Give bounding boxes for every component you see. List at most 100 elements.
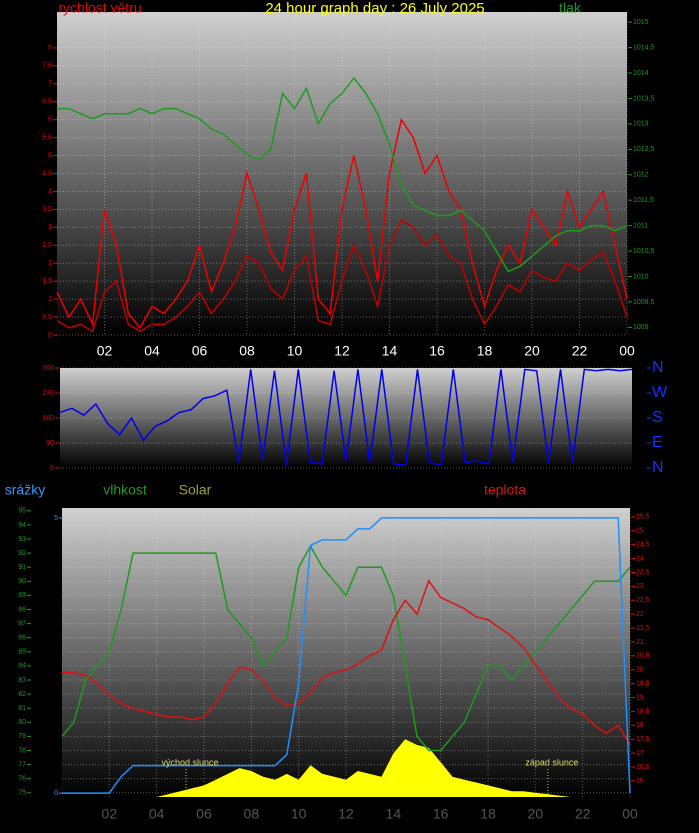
y-tick-label: 3 [48, 224, 52, 231]
y2-tick-label: W [652, 384, 668, 401]
y-tick-label: 4 [48, 188, 52, 195]
y-tick-label: 92 [18, 550, 26, 557]
y2-tick-label: 21 [636, 639, 644, 646]
y2-tick-label: 1011 [633, 222, 648, 229]
y2-tick-label: 1010,5 [633, 248, 655, 255]
line [62, 579, 631, 746]
chart-title: 24 hour graph day : 26 July 2025 [265, 0, 484, 17]
y-tick-label: 91 [18, 564, 26, 571]
y3-tick-label: 5 [54, 515, 58, 522]
x-tick-label: 22 [575, 806, 591, 822]
line [62, 517, 631, 794]
y2-tick-label: E [652, 434, 663, 451]
y2-tick-label: 23 [636, 583, 644, 590]
y2-tick-label: N [652, 459, 664, 476]
y-tick-label: 77 [18, 761, 26, 768]
y2-tick-label: 1009 [633, 324, 649, 331]
y2-tick-label: 1013 [633, 121, 649, 128]
y-tick-label: 88 [18, 606, 26, 613]
y-tick-label: 2,5 [42, 242, 52, 249]
y2-tick-label: 25,5 [636, 514, 650, 521]
area [62, 739, 630, 797]
y2-tick-label: 22,5 [636, 597, 650, 604]
y-tick-label: 95 [18, 508, 26, 515]
y2-tick-label: 1012,5 [633, 146, 655, 153]
x-tick-label: 10 [287, 343, 303, 359]
y-tick-label: 84 [18, 663, 26, 670]
x-tick-label: 08 [244, 806, 260, 822]
y-tick-label: 1 [48, 296, 52, 303]
x-tick-label: 14 [386, 806, 402, 822]
y2-tick-label: N [652, 359, 664, 376]
x-tick-label: 12 [338, 806, 354, 822]
y2-tick-label: 1015 [633, 19, 649, 26]
y2-tick-label: S [652, 409, 663, 426]
x-tick-label: 16 [433, 806, 449, 822]
y-tick-label: 78 [18, 747, 26, 754]
y-tick-label: 79 [18, 733, 26, 740]
x-tick-label: 06 [192, 343, 208, 359]
y-tick-label: 93 [18, 536, 26, 543]
x-tick-label: 22 [572, 343, 588, 359]
y-tick-label: 82 [18, 691, 26, 698]
x-tick-label: 20 [528, 806, 544, 822]
y-tick-label: 85 [18, 649, 26, 656]
y-tick-label: 94 [18, 522, 26, 529]
legend-label: vlhkost [103, 482, 147, 498]
y-tick-label: 180 [42, 415, 54, 422]
y-tick-label: 89 [18, 592, 26, 599]
y2-tick-label: 24 [636, 555, 644, 562]
y-tick-label: 360 [42, 365, 54, 372]
y2-tick-label: 20,5 [636, 653, 650, 660]
annotation: západ slunce [525, 757, 578, 767]
y2-tick-label: 20 [636, 667, 644, 674]
y-tick-label: 90 [46, 440, 54, 447]
y-tick-label: 80 [18, 719, 26, 726]
y2-tick-label: 17 [636, 750, 644, 757]
y2-tick-label: 1009,5 [633, 299, 655, 306]
y-tick-label: 90 [18, 578, 26, 585]
line [56, 117, 628, 330]
y2-tick-label: 16 [636, 778, 644, 785]
line [57, 76, 628, 273]
y-tick-label: 0,5 [42, 314, 52, 321]
y2-tick-label: 22 [636, 611, 644, 618]
y-tick-label: 3,5 [42, 206, 52, 213]
x-tick-label: 16 [429, 343, 445, 359]
y2-tick-label: 24,5 [636, 542, 650, 549]
y2-tick-label: 1014,5 [633, 44, 655, 51]
y-tick-label: 7 [48, 81, 52, 88]
y-tick-label: 6 [48, 117, 52, 124]
y2-tick-label: 21,5 [636, 625, 650, 632]
x-tick-label: 00 [619, 343, 635, 359]
y-tick-label: 75 [18, 790, 26, 797]
x-tick-label: 06 [196, 806, 212, 822]
y2-tick-label: 1013,5 [633, 95, 655, 102]
line [61, 544, 631, 752]
y-tick-label: 2 [48, 260, 52, 267]
legend-label: srážky [5, 482, 45, 498]
y2-tick-label: 25 [636, 528, 644, 535]
annotation: východ slunce [161, 757, 218, 767]
y2-tick-label: 1010 [633, 273, 649, 280]
x-tick-label: 04 [149, 806, 165, 822]
x-tick-label: 02 [102, 806, 118, 822]
y2-axis-label: tlak [559, 0, 582, 16]
y2-tick-label: 1012 [633, 172, 649, 179]
y-axis-label: rychlost větru [58, 0, 141, 16]
y2-tick-label: 19 [636, 694, 644, 701]
line [59, 368, 633, 467]
y2-tick-label: 19,5 [636, 680, 650, 687]
y-tick-label: 0 [50, 465, 54, 472]
x-tick-label: 14 [382, 343, 398, 359]
y-tick-label: 76 [18, 776, 26, 783]
y2-tick-label: 18 [636, 722, 644, 729]
x-tick-label: 00 [622, 806, 638, 822]
x-tick-label: 18 [480, 806, 496, 822]
y2-tick-label: 1011,5 [633, 197, 654, 204]
y2-tick-label: 16,5 [636, 764, 650, 771]
legend-label: teplota [484, 482, 526, 498]
y-tick-label: 7,5 [42, 63, 52, 70]
